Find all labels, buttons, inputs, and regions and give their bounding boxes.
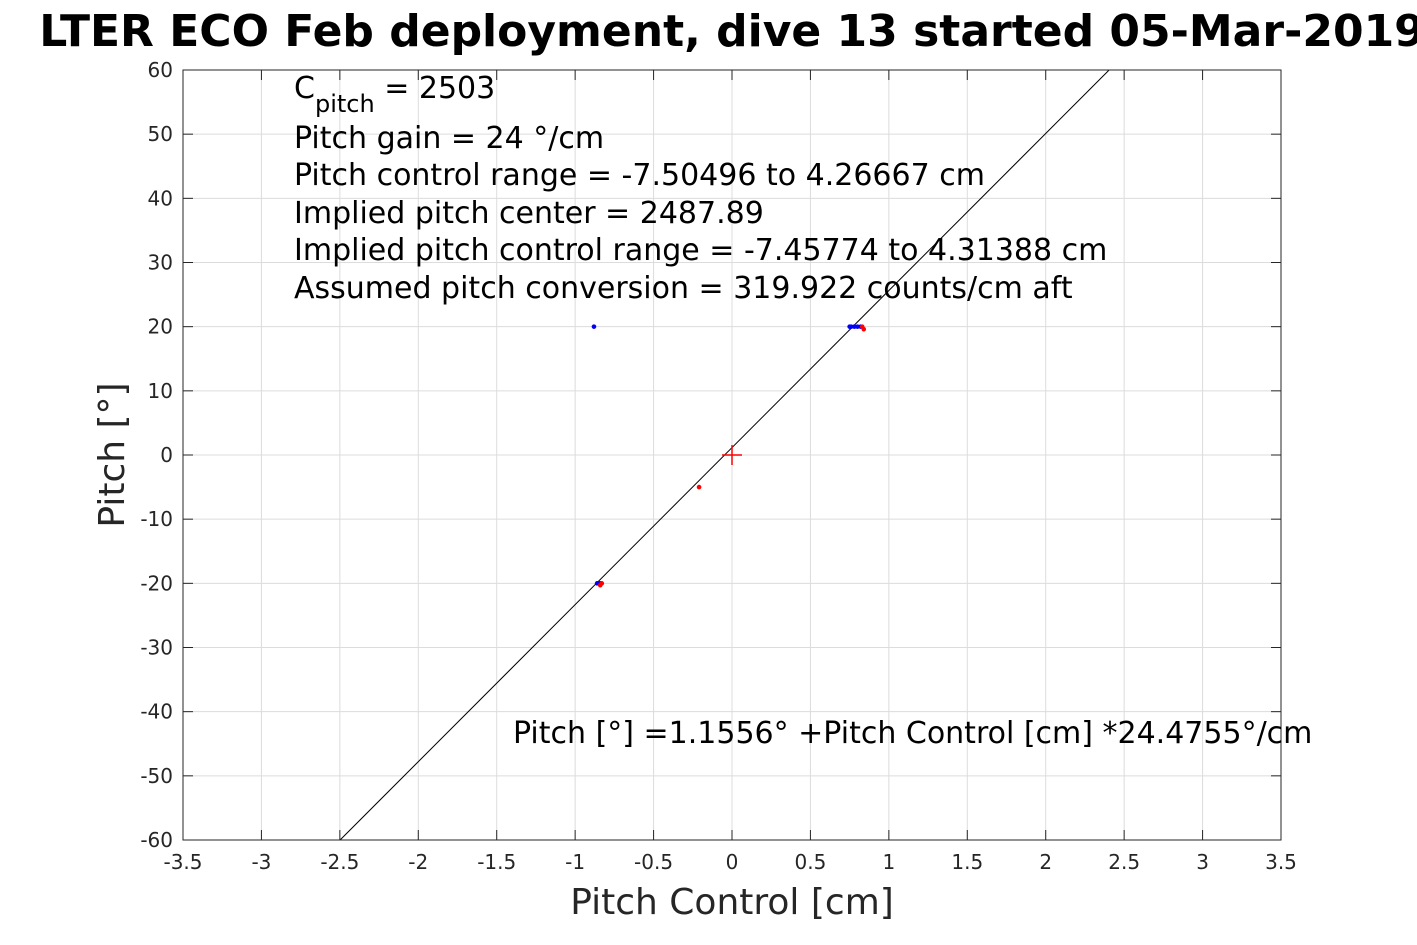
- y-tick-label: -60: [140, 828, 173, 852]
- y-tick-label: 60: [148, 58, 173, 82]
- implied-pitch-center-text: Implied pitch center = 2487.89: [294, 196, 764, 231]
- fit-equation-text: Pitch [°] =1.1556° +Pitch Control [cm] *…: [513, 716, 1312, 751]
- x-tick-label: 2.5: [1108, 850, 1140, 874]
- y-tick-label: -30: [140, 636, 173, 660]
- cpitch-value: = 2503: [375, 71, 496, 106]
- center-cross-marker: [722, 445, 742, 465]
- x-tick-label: 3: [1196, 850, 1209, 874]
- x-tick-label: -3.5: [163, 850, 202, 874]
- implied-pitch-control-range-text: Implied pitch control range = -7.45774 t…: [294, 233, 1107, 268]
- x-tick-labels: -3.5 -3 -2.5 -2 -1.5 -1 -0.5 0 0.5 1 1.5 2 2.5 3 3.5: [163, 850, 1296, 874]
- x-tick-label: 3.5: [1265, 850, 1297, 874]
- y-tick-label: -50: [140, 764, 173, 788]
- x-axis-label: Pitch Control [cm]: [570, 882, 894, 923]
- y-tick-label: 0: [160, 443, 173, 467]
- svg-text:Cpitch = 2503: Cpitch = 2503: [294, 71, 495, 118]
- x-tick-label: -0.5: [634, 850, 673, 874]
- x-tick-label: 2: [1039, 850, 1052, 874]
- y-axis-label: Pitch [°]: [92, 382, 133, 527]
- data-point: [597, 582, 603, 588]
- y-tick-label: 50: [148, 122, 173, 146]
- x-tick-label: 0.5: [795, 850, 827, 874]
- y-tick-label: 10: [148, 379, 173, 403]
- y-tick-label: 20: [148, 315, 173, 339]
- cpitch-subscript: pitch: [315, 90, 375, 118]
- y-tick-labels: 60 50 40 30 20 10 0 -10 -20 -30 -40 -50 -60: [140, 58, 173, 852]
- x-tick-label: -1.5: [477, 850, 516, 874]
- y-tick-label: -20: [140, 571, 173, 595]
- x-tick-label: -1: [565, 850, 585, 874]
- pitch-control-range-text: Pitch control range = -7.50496 to 4.2666…: [294, 158, 985, 193]
- x-tick-label: 1.5: [951, 850, 983, 874]
- plot-box: [182, 69, 1282, 841]
- y-tick-label: 40: [148, 186, 173, 210]
- x-tick-label: -2: [408, 850, 428, 874]
- data-point: [591, 324, 597, 329]
- x-tick-label: 0: [726, 850, 739, 874]
- info-annotations: Cpitch = 2503 Pitch gain = 24 °/cm Pitch…: [294, 71, 1107, 306]
- data-points: [591, 324, 867, 588]
- cpitch-label: C: [294, 71, 315, 106]
- x-tick-label: -3: [251, 850, 271, 874]
- chart-title: LTER ECO Feb deployment, dive 13 started…: [39, 6, 1417, 57]
- pitch-gain-text: Pitch gain = 24 °/cm: [294, 121, 604, 156]
- assumed-pitch-conversion-text: Assumed pitch conversion = 319.922 count…: [294, 271, 1073, 306]
- y-tick-label: -40: [140, 700, 173, 724]
- data-point: [861, 326, 867, 332]
- x-tick-label: -2.5: [320, 850, 359, 874]
- y-tick-label: 30: [148, 251, 173, 275]
- y-tick-label: -10: [140, 507, 173, 531]
- x-tick-label: 1: [882, 850, 895, 874]
- data-point: [696, 484, 702, 490]
